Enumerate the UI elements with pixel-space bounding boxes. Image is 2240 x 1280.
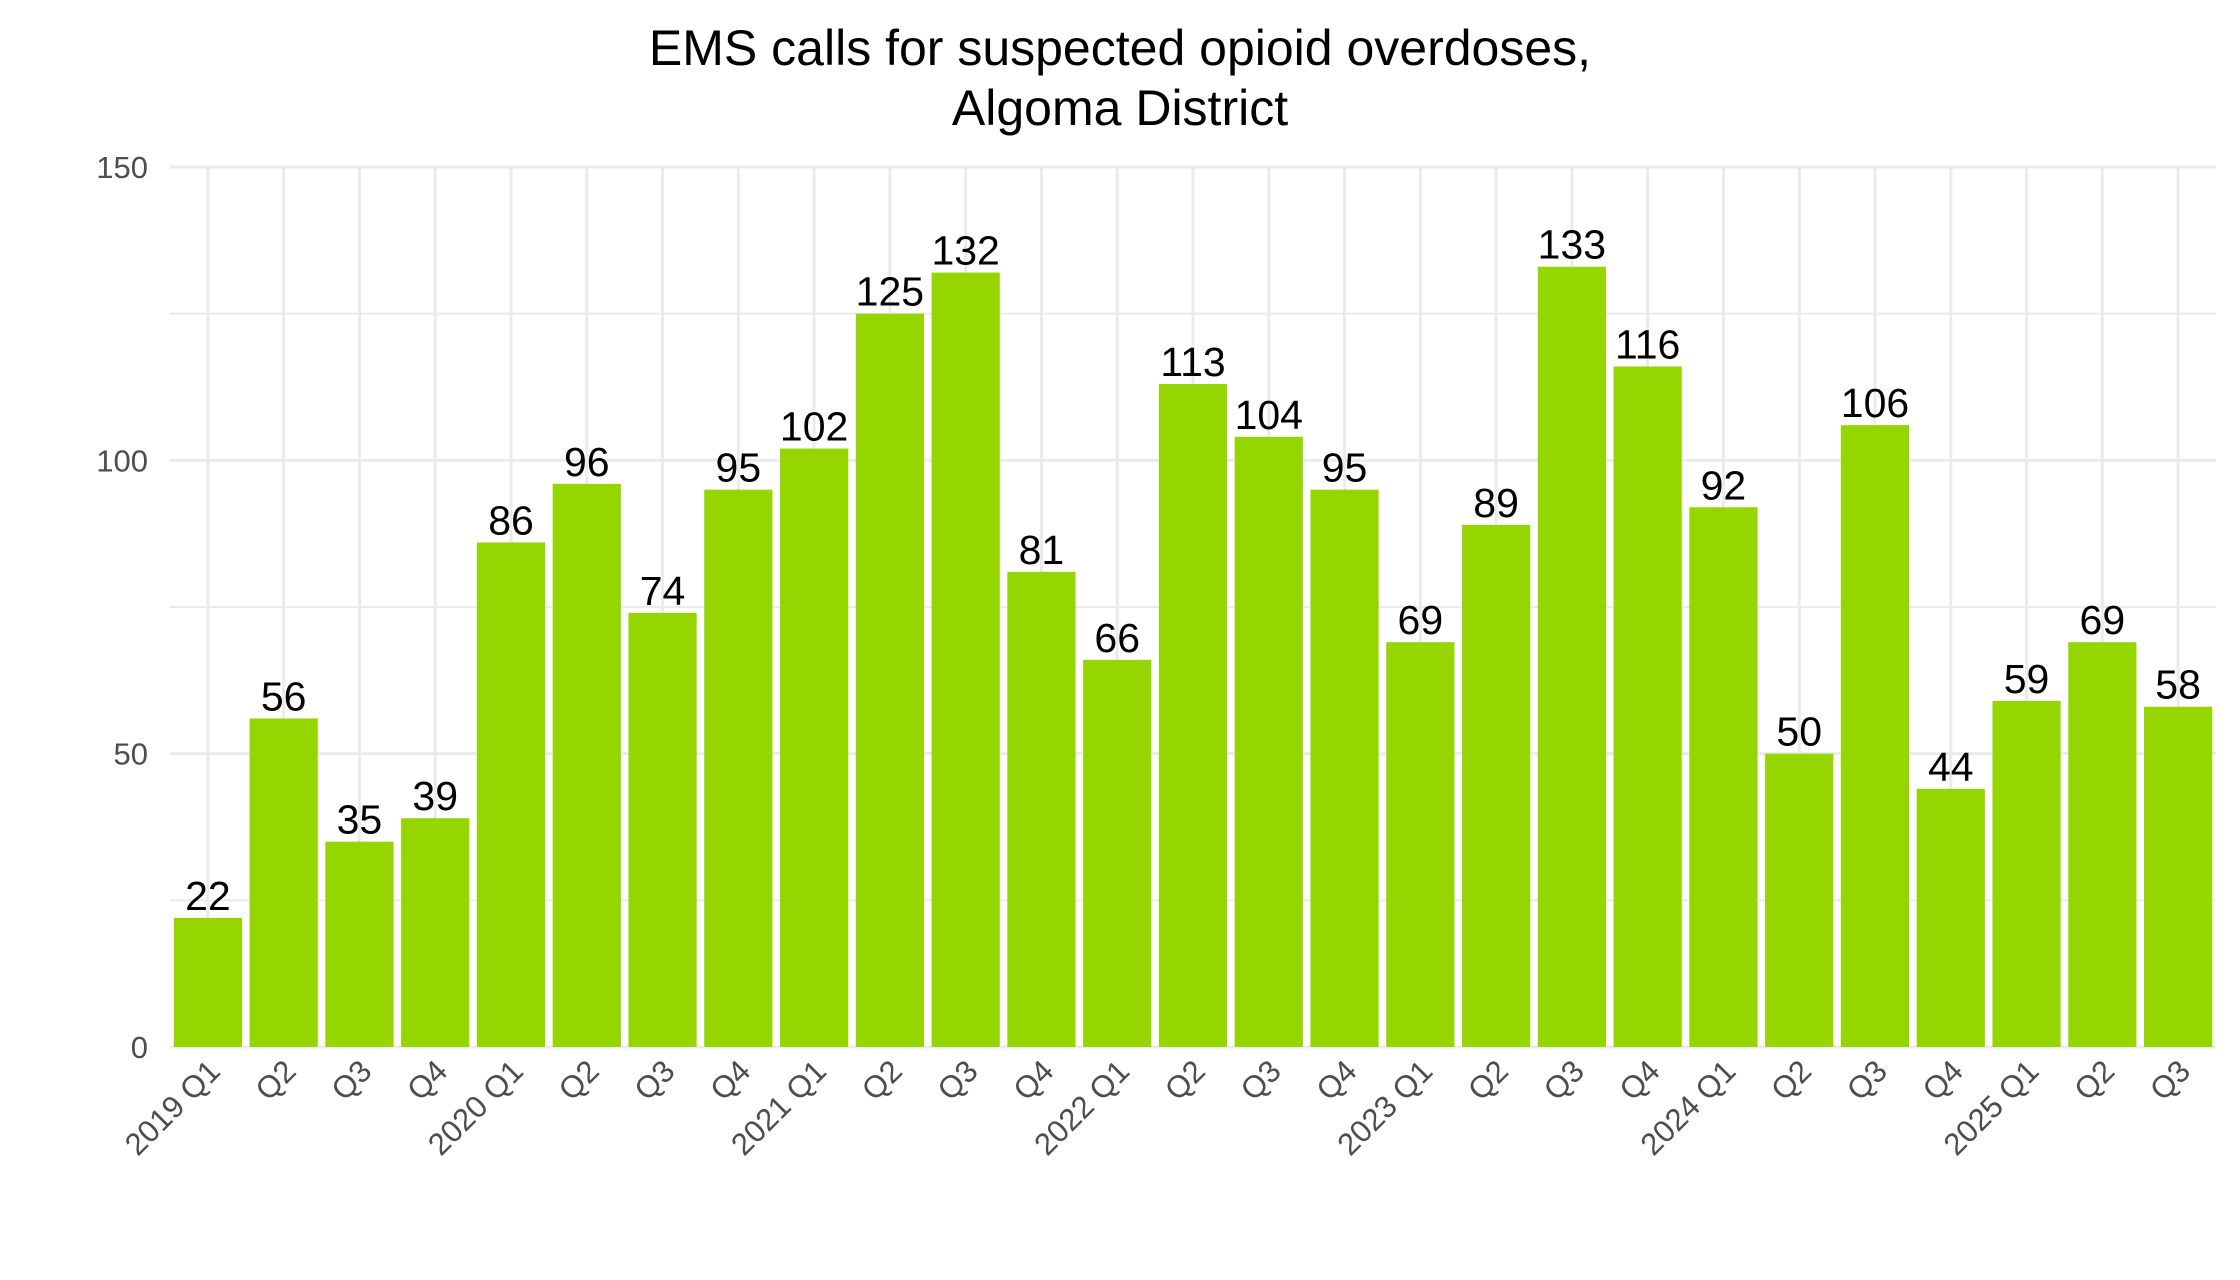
bar-value-label: 59 [2004, 656, 2050, 702]
bar-value-label: 66 [1094, 615, 1140, 661]
y-tick-label: 100 [96, 443, 148, 478]
x-tick-label: Q2 [1158, 1053, 1212, 1107]
bar [780, 448, 849, 1048]
bar [2068, 642, 2137, 1047]
bar [325, 841, 394, 1047]
x-tick-label: 2019 Q1 [118, 1053, 227, 1162]
bar [249, 718, 318, 1047]
x-tick-label: Q4 [1613, 1053, 1667, 1107]
bar-value-label: 39 [412, 773, 458, 819]
chart-title-line-2: Algoma District [951, 80, 1289, 136]
y-tick-label: 50 [114, 737, 148, 772]
bar [628, 612, 697, 1047]
bar-value-label: 132 [931, 228, 999, 274]
chart-title-line-1: EMS calls for suspected opioid overdoses… [648, 20, 1592, 76]
bar [552, 483, 621, 1047]
bar-value-label: 96 [564, 439, 610, 485]
bar-value-label: 56 [261, 673, 307, 719]
x-tick-label: Q2 [1764, 1053, 1818, 1107]
x-tick-label: Q3 [1234, 1053, 1288, 1107]
x-tick-label: Q3 [1840, 1053, 1894, 1107]
bar-value-label: 95 [1322, 445, 1368, 491]
bar-value-label: 69 [1398, 597, 1444, 643]
bar-value-label: 69 [2080, 597, 2126, 643]
bar [1916, 788, 1985, 1047]
x-tick-label: Q3 [1537, 1053, 1591, 1107]
bar [1158, 384, 1228, 1048]
bar-value-label: 133 [1538, 222, 1606, 268]
bar-value-label: 104 [1235, 392, 1303, 438]
bar-value-label: 86 [488, 497, 534, 543]
bars [173, 266, 2213, 1048]
bar [401, 818, 470, 1047]
x-tick-label: Q2 [249, 1053, 303, 1107]
bar [1234, 436, 1303, 1047]
bar [1840, 425, 1910, 1048]
bar-value-label: 58 [2155, 662, 2201, 708]
bar [1007, 571, 1076, 1047]
bar [1689, 507, 1758, 1047]
x-tick-label: Q3 [931, 1053, 985, 1107]
bar-value-label: 74 [640, 568, 686, 614]
bar-value-label: 81 [1019, 527, 1065, 573]
bar [1083, 659, 1152, 1047]
bar [855, 313, 924, 1048]
bar-value-label: 89 [1473, 480, 1519, 526]
bar-value-label: 35 [337, 797, 383, 843]
bar [704, 489, 773, 1048]
bar-value-label: 92 [1701, 462, 1747, 508]
x-tick-label: Q2 [552, 1053, 606, 1107]
bar [931, 272, 1000, 1048]
bar-value-label: 102 [780, 404, 848, 450]
bar [1613, 366, 1682, 1047]
bar [476, 542, 546, 1047]
x-tick-label: Q4 [400, 1053, 454, 1107]
bar [1992, 700, 2061, 1047]
bar-value-label: 106 [1841, 380, 1909, 426]
x-tick-label: Q4 [1916, 1053, 1970, 1107]
x-tick-label: Q4 [1006, 1053, 1060, 1107]
bar-value-label: 22 [185, 873, 231, 919]
bar-value-label: 113 [1160, 339, 1225, 385]
x-tick-label: Q2 [2067, 1053, 2121, 1107]
bar [1537, 266, 1606, 1047]
x-tick-label: Q3 [324, 1053, 378, 1107]
x-tick-label: Q2 [855, 1053, 909, 1107]
y-axis-ticks: 0 50 100 150 [96, 150, 148, 1065]
bar [2144, 706, 2213, 1047]
bar [1462, 524, 1531, 1047]
x-tick-label: Q4 [703, 1053, 757, 1107]
bar-value-label: 95 [716, 445, 762, 491]
x-tick-label: Q3 [2143, 1053, 2197, 1107]
x-tick-label: Q3 [628, 1053, 682, 1107]
bar [1386, 642, 1455, 1047]
bar [173, 917, 242, 1047]
x-tick-label: Q2 [1461, 1053, 1515, 1107]
bar [1310, 489, 1379, 1048]
x-tick-label: Q4 [1310, 1053, 1364, 1107]
bar-value-label: 50 [1776, 709, 1822, 755]
y-tick-label: 0 [131, 1030, 148, 1065]
bar-value-label: 125 [856, 269, 924, 315]
y-tick-label: 150 [96, 150, 148, 185]
bar-value-label: 44 [1928, 744, 1974, 790]
bar-value-label: 116 [1615, 321, 1680, 367]
bar [1765, 753, 1834, 1047]
